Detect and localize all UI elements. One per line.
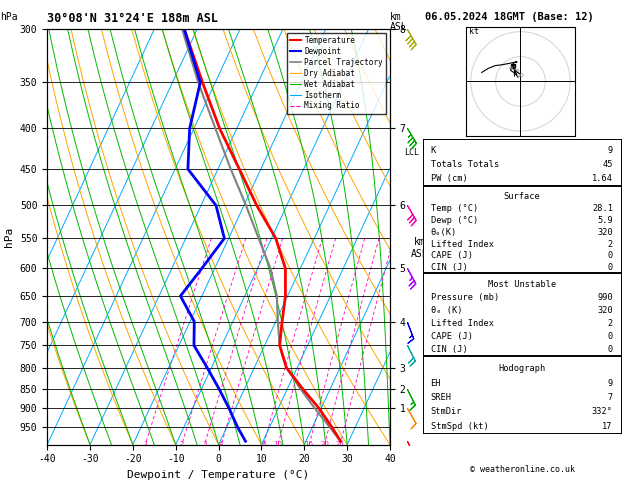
Text: 1.64: 1.64 <box>592 174 613 183</box>
Text: 990: 990 <box>597 293 613 302</box>
Text: 10: 10 <box>516 73 524 78</box>
X-axis label: Dewpoint / Temperature (°C): Dewpoint / Temperature (°C) <box>128 470 309 480</box>
Text: PW (cm): PW (cm) <box>431 174 467 183</box>
Text: Lifted Index: Lifted Index <box>431 240 494 248</box>
Text: 5.9: 5.9 <box>597 216 613 225</box>
Text: 9: 9 <box>608 379 613 387</box>
Y-axis label: hPa: hPa <box>4 227 14 247</box>
Text: © weatheronline.co.uk: © weatheronline.co.uk <box>470 465 574 474</box>
Text: 4: 4 <box>219 441 223 447</box>
Text: 3: 3 <box>203 441 207 447</box>
Text: Mixing Ratio (g/kg): Mixing Ratio (g/kg) <box>452 239 460 334</box>
Text: 0: 0 <box>608 332 613 341</box>
Text: 28.1: 28.1 <box>592 204 613 213</box>
Text: SREH: SREH <box>431 393 452 402</box>
Text: 25: 25 <box>513 69 521 74</box>
Legend: Temperature, Dewpoint, Parcel Trajectory, Dry Adiabat, Wet Adiabat, Isotherm, Mi: Temperature, Dewpoint, Parcel Trajectory… <box>287 33 386 114</box>
Text: km: km <box>390 12 402 22</box>
Text: CAPE (J): CAPE (J) <box>431 332 472 341</box>
Text: Temp (°C): Temp (°C) <box>431 204 478 213</box>
Text: 2: 2 <box>180 441 184 447</box>
Text: 20: 20 <box>320 441 329 447</box>
Text: 0: 0 <box>608 251 613 260</box>
Text: 7: 7 <box>608 393 613 402</box>
Text: K: K <box>431 146 436 155</box>
Text: 17: 17 <box>603 422 613 431</box>
Text: 320: 320 <box>597 306 613 315</box>
Text: Hodograph: Hodograph <box>498 364 545 373</box>
Text: 06.05.2024 18GMT (Base: 12): 06.05.2024 18GMT (Base: 12) <box>425 12 593 22</box>
Text: 8: 8 <box>262 441 266 447</box>
Text: 2: 2 <box>608 240 613 248</box>
Text: LCL: LCL <box>404 148 419 157</box>
Text: θₑ (K): θₑ (K) <box>431 306 462 315</box>
Text: 25: 25 <box>336 441 345 447</box>
Text: Most Unstable: Most Unstable <box>487 280 556 289</box>
Text: Surface: Surface <box>503 192 540 201</box>
Text: EH: EH <box>431 379 441 387</box>
Text: 0: 0 <box>608 263 613 272</box>
Text: Lifted Index: Lifted Index <box>431 319 494 328</box>
Text: 332°: 332° <box>592 407 613 417</box>
Text: CIN (J): CIN (J) <box>431 345 467 354</box>
Text: 10: 10 <box>274 441 282 447</box>
Text: Totals Totals: Totals Totals <box>431 160 499 169</box>
Text: CIN (J): CIN (J) <box>431 263 467 272</box>
Text: 45: 45 <box>603 160 613 169</box>
Text: 320: 320 <box>597 228 613 237</box>
Text: Dewp (°C): Dewp (°C) <box>431 216 478 225</box>
Text: StmSpd (kt): StmSpd (kt) <box>431 422 488 431</box>
Text: 1: 1 <box>143 441 147 447</box>
Text: 9: 9 <box>608 146 613 155</box>
Text: StmDir: StmDir <box>431 407 462 417</box>
Text: CAPE (J): CAPE (J) <box>431 251 472 260</box>
Text: Pressure (mb): Pressure (mb) <box>431 293 499 302</box>
Text: 30°08'N 31°24'E 188m ASL: 30°08'N 31°24'E 188m ASL <box>47 12 218 25</box>
Text: 16: 16 <box>304 441 314 447</box>
Text: ASL: ASL <box>390 22 408 32</box>
Text: kt: kt <box>469 27 479 35</box>
Text: hPa: hPa <box>0 12 18 22</box>
Text: θₑ(K): θₑ(K) <box>431 228 457 237</box>
Text: 0: 0 <box>608 345 613 354</box>
Y-axis label: km
ASL: km ASL <box>411 237 428 259</box>
Text: 2: 2 <box>608 319 613 328</box>
Text: 40: 40 <box>508 66 516 71</box>
